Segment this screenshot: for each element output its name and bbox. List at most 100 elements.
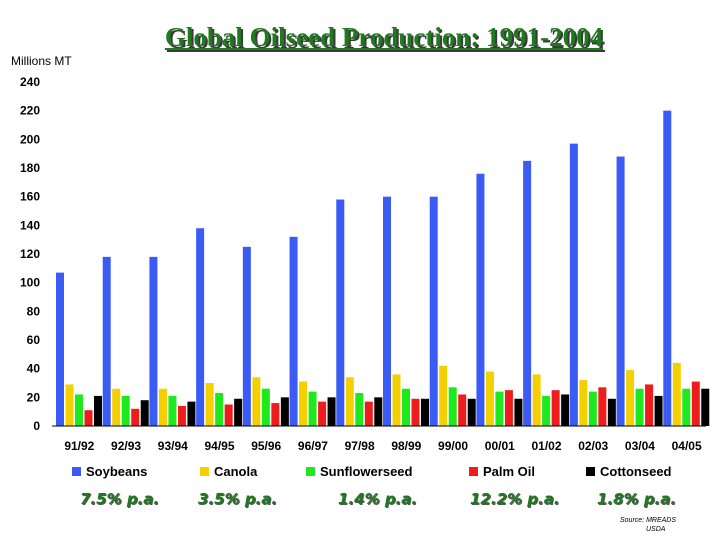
bar-cottonseed-93-94 <box>187 401 196 426</box>
bar-soybeans-91-92 <box>56 272 64 426</box>
bar-palm-oil-93-94 <box>177 405 186 426</box>
legend-label-canola: Canola <box>214 464 258 479</box>
bar-cottonseed-95-96 <box>280 397 289 426</box>
bar-soybeans-01-02 <box>523 160 532 427</box>
bar-canola-96-97 <box>299 381 308 426</box>
bar-cottonseed-98-99 <box>421 398 429 426</box>
y-tick-label: 100 <box>20 276 40 290</box>
bar-canola-95-96 <box>252 377 261 426</box>
growth-rate-sunflowerseed: 1.4% p.a. <box>338 490 418 508</box>
source-note: Source: MREADS USDA <box>620 516 710 534</box>
bar-cottonseed-92-93 <box>140 400 149 426</box>
bar-canola-02-03 <box>579 380 588 426</box>
bar-sunflowerseed-99-00 <box>448 387 457 426</box>
y-tick-label: 120 <box>20 247 40 261</box>
bar-cottonseed-00-01 <box>514 398 523 426</box>
bar-palm-oil-91-92 <box>84 410 93 426</box>
legend-label-palm-oil: Palm Oil <box>483 464 535 479</box>
bar-palm-oil-92-93 <box>131 408 140 426</box>
bar-sunflowerseed-02-03 <box>588 391 597 426</box>
bar-soybeans-98-99 <box>383 196 391 426</box>
bar-sunflowerseed-98-99 <box>402 388 410 426</box>
y-tick-label: 220 <box>20 104 40 118</box>
bar-sunflowerseed-94-95 <box>215 393 224 426</box>
legend-swatch-canola <box>200 467 209 476</box>
y-tick-label: 0 <box>33 419 40 433</box>
bar-canola-04-05 <box>672 362 681 426</box>
bar-palm-oil-96-97 <box>318 401 327 426</box>
growth-rate-cottonseed: 1.8% p.a. <box>597 490 677 508</box>
bar-sunflowerseed-92-93 <box>121 395 130 426</box>
y-tick-label: 160 <box>20 190 40 204</box>
bar-canola-97-98 <box>345 377 354 426</box>
bar-sunflowerseed-97-98 <box>355 393 364 426</box>
bar-soybeans-97-98 <box>336 199 345 426</box>
x-tick-label: 01/02 <box>531 439 561 453</box>
x-tick-label: 04/05 <box>672 439 702 453</box>
bar-sunflowerseed-01-02 <box>542 395 551 426</box>
bar-canola-01-02 <box>532 374 541 426</box>
x-tick-label: 02/03 <box>578 439 608 453</box>
x-tick-label: 03/04 <box>625 439 655 453</box>
bar-sunflowerseed-91-92 <box>75 394 83 426</box>
legend-swatch-palm-oil <box>469 467 478 476</box>
x-tick-label: 92/93 <box>111 439 141 453</box>
bar-cottonseed-04-05 <box>701 388 710 426</box>
bar-sunflowerseed-04-05 <box>682 388 691 426</box>
x-tick-label: 96/97 <box>298 439 328 453</box>
legend-label-cottonseed: Cottonseed <box>600 464 672 479</box>
bar-soybeans-02-03 <box>569 143 578 426</box>
bar-palm-oil-94-95 <box>224 404 233 426</box>
x-tick-label: 91/92 <box>64 439 94 453</box>
bar-canola-99-00 <box>439 365 448 426</box>
bar-canola-00-01 <box>485 371 494 426</box>
bar-sunflowerseed-00-01 <box>495 391 504 426</box>
y-tick-label: 140 <box>20 218 40 232</box>
legend-swatch-cottonseed <box>586 467 595 476</box>
bar-cottonseed-96-97 <box>327 397 336 426</box>
bar-cottonseed-99-00 <box>467 398 476 426</box>
bar-soybeans-95-96 <box>242 246 251 426</box>
bar-sunflowerseed-93-94 <box>168 395 177 426</box>
bar-soybeans-03-04 <box>616 156 625 427</box>
bar-palm-oil-98-99 <box>411 398 420 426</box>
bar-sunflowerseed-03-04 <box>635 388 644 426</box>
bar-cottonseed-91-92 <box>94 395 102 426</box>
y-axis-label: Millions MT <box>11 54 72 68</box>
bar-soybeans-99-00 <box>429 196 438 426</box>
bar-cottonseed-94-95 <box>234 398 243 426</box>
bar-soybeans-04-05 <box>663 110 672 427</box>
bar-canola-91-92 <box>65 384 74 426</box>
growth-rate-palm-oil: 12.2% p.a. <box>470 490 560 508</box>
bar-soybeans-00-01 <box>476 173 485 426</box>
y-tick-label: 200 <box>20 132 40 146</box>
bar-canola-94-95 <box>205 383 214 426</box>
y-tick-label: 20 <box>27 390 41 404</box>
bar-soybeans-93-94 <box>149 256 158 426</box>
bar-palm-oil-04-05 <box>691 381 700 426</box>
bar-palm-oil-02-03 <box>598 387 607 426</box>
bar-palm-oil-97-98 <box>364 401 373 426</box>
x-tick-label: 93/94 <box>158 439 188 453</box>
x-tick-label: 97/98 <box>345 439 375 453</box>
y-tick-label: 180 <box>20 161 40 175</box>
bar-palm-oil-01-02 <box>551 390 560 426</box>
growth-rate-canola: 3.5% p.a. <box>198 490 278 508</box>
bar-canola-03-04 <box>626 370 635 426</box>
x-tick-label: 98/99 <box>391 439 421 453</box>
bar-sunflowerseed-96-97 <box>308 391 317 426</box>
bar-cottonseed-97-98 <box>374 397 383 426</box>
source-line-1: Source: MREADS <box>620 517 677 524</box>
bar-cottonseed-01-02 <box>561 394 570 426</box>
y-tick-label: 60 <box>27 333 41 347</box>
x-tick-label: 00/01 <box>485 439 515 453</box>
source-line-2: USDA <box>646 526 666 533</box>
bar-soybeans-94-95 <box>196 228 205 426</box>
chart-title: Global Oilseed Production: 1991-2004 <box>164 22 604 52</box>
bar-cottonseed-03-04 <box>654 395 663 426</box>
bar-palm-oil-95-96 <box>271 403 280 426</box>
bar-palm-oil-99-00 <box>458 394 467 426</box>
bar-soybeans-92-93 <box>102 256 111 426</box>
y-tick-label: 40 <box>27 362 41 376</box>
